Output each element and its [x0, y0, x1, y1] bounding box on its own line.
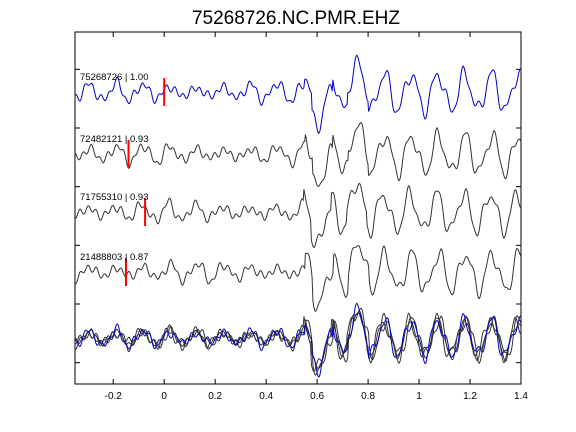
chart-title: 75268726.NC.PMR.EHZ [192, 8, 400, 29]
x-tick-label: 1 [416, 391, 422, 402]
trace-line [74, 122, 522, 187]
plot-frame [74, 31, 522, 385]
y-ticks [75, 68, 521, 364]
x-ticks: -0.2 0 0.2 0.4 0.6 0.8 1 1.2 1.4 [105, 32, 528, 402]
x-tick-label: 0.8 [361, 391, 375, 402]
x-tick-label: 1.4 [514, 391, 528, 402]
x-tick-label: 1.2 [463, 391, 477, 402]
x-tick-label: 0.6 [310, 391, 324, 402]
trace-labels: 75268726 | 1.00 72482121 | 0.93 71755310 |… [80, 72, 149, 263]
x-tick-label: 0 [161, 391, 167, 402]
trace-label: 21488803 | 0.87 [80, 252, 149, 263]
x-tick-label: 0.4 [259, 391, 273, 402]
stack-line [74, 307, 522, 370]
traces [74, 54, 522, 378]
trace-label: 72482121 | 0.93 [80, 134, 149, 145]
stack-line [74, 302, 522, 378]
trace-line [74, 244, 522, 312]
trace-line [75, 182, 522, 248]
stack-line [75, 310, 522, 372]
stack-line [74, 312, 522, 376]
trace-label: 75268726 | 1.00 [80, 72, 149, 83]
trace-label: 71755310 | 0.93 [80, 192, 149, 203]
trace-line [74, 54, 522, 135]
x-tick-label: 0.2 [208, 391, 222, 402]
x-tick-label: -0.2 [105, 391, 123, 402]
